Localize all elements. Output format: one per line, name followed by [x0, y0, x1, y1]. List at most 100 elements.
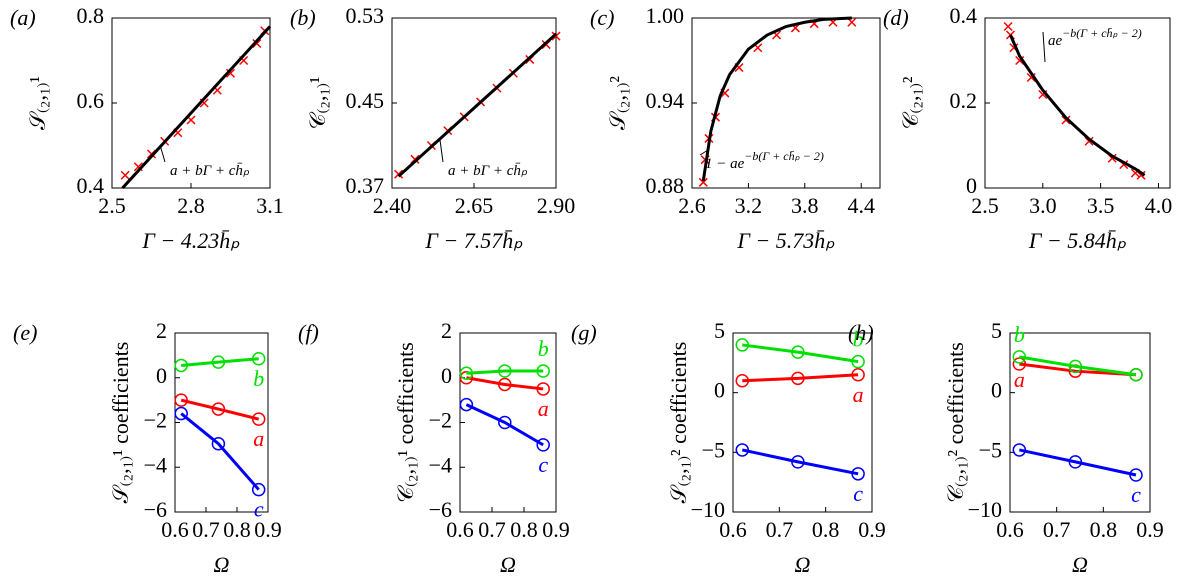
- x-tick-label: 3.5: [1087, 193, 1115, 218]
- x-axis-label: Ω: [795, 552, 811, 577]
- y-tick-label: 0.4: [77, 173, 105, 198]
- data-point: [174, 406, 188, 421]
- y-tick-label: 5: [714, 318, 725, 343]
- x-tick-label: 0.6: [161, 517, 189, 542]
- series-line: [180, 398, 260, 421]
- annotation-text: a + bΓ + ch̄ₚ: [170, 163, 250, 179]
- x-axis-label: Γ − 5.84h̄ₚ: [1028, 228, 1127, 253]
- x-tick-label: 0.8: [812, 517, 840, 542]
- x-tick-label: 0.7: [478, 517, 506, 542]
- x-tick-label: 0.6: [719, 517, 747, 542]
- data-point: [459, 371, 474, 385]
- data-point: [698, 177, 708, 187]
- data-point: [1012, 350, 1027, 364]
- y-axis-label: 𝒮₍₂,₁₎¹: [25, 76, 50, 130]
- annotation-leader: [439, 139, 444, 163]
- y-tick-label: 0.53: [346, 3, 385, 28]
- panel-label: (e): [13, 320, 37, 345]
- data-point: [735, 373, 750, 388]
- x-axis-label: Ω: [1072, 552, 1088, 577]
- annotation: a + bΓ + ch̄ₚ: [170, 163, 250, 179]
- y-axis-label: 𝒮₍₂,₁₎² coefficients: [666, 342, 691, 504]
- y-tick-label: −5: [702, 437, 725, 462]
- x-tick-label: 4.4: [847, 193, 875, 218]
- data-point: [735, 338, 750, 352]
- series-label: a: [538, 396, 549, 421]
- series-line: [181, 357, 259, 367]
- x-tick-label: 2.65: [455, 193, 494, 218]
- x-tick-label: 2.6: [678, 193, 706, 218]
- x-tick-label: 0.9: [254, 517, 282, 542]
- panel-label: (a): [10, 5, 36, 30]
- data-point: [211, 437, 226, 451]
- data-point: [120, 170, 130, 180]
- series-label: c: [1131, 482, 1141, 507]
- data-point: [251, 351, 266, 366]
- y-tick-label: 0: [714, 378, 725, 403]
- data-point: [791, 455, 805, 469]
- series-label: a: [1014, 367, 1025, 392]
- fit-line: [701, 16, 852, 182]
- data-point: [498, 377, 512, 392]
- annotation-leader: [699, 149, 709, 156]
- y-tick-label: 0.37: [346, 173, 385, 198]
- annotation: a + bΓ + ch̄ₚ: [448, 163, 528, 179]
- panel-label: (h): [848, 320, 874, 345]
- series-line: [466, 369, 544, 375]
- y-axis-label: 𝒮₍₂,₁₎¹ coefficients: [108, 342, 133, 504]
- data-point: [851, 467, 865, 481]
- y-tick-label: 0.2: [950, 88, 978, 113]
- x-tick-label: 2.5: [98, 193, 126, 218]
- series-line: [742, 373, 859, 383]
- x-tick-label: 2.90: [537, 193, 576, 218]
- series-line: [466, 376, 544, 391]
- x-tick-label: 0.7: [1043, 517, 1071, 542]
- annotation-superscript: −b(Γ + ch̄ₚ − 2): [1062, 26, 1142, 40]
- data-point: [459, 397, 474, 412]
- data-point: [536, 438, 550, 452]
- y-tick-label: 0.6: [77, 88, 105, 113]
- data-point: [251, 482, 266, 497]
- data-point: [791, 371, 805, 386]
- y-tick-label: −10: [968, 497, 1002, 522]
- x-axis-label: Γ − 4.23h̄ₚ: [141, 228, 240, 253]
- x-tick-label: 0.6: [996, 517, 1024, 542]
- series-line: [1019, 362, 1137, 377]
- y-tick-label: 0.8: [77, 3, 105, 28]
- panel-label: (f): [298, 320, 319, 345]
- series-line: [1019, 448, 1137, 477]
- x-tick-label: 0.9: [858, 517, 886, 542]
- x-axis-label: Ω: [214, 552, 230, 577]
- series-label: b: [253, 366, 264, 391]
- annotation-text: a + bΓ + ch̄ₚ: [448, 163, 528, 179]
- data-point: [211, 355, 226, 369]
- y-tick-label: −4: [429, 452, 452, 477]
- series-line: [1019, 355, 1137, 377]
- data-point: [791, 345, 805, 359]
- series-line: [180, 412, 260, 491]
- y-tick-label: −10: [691, 497, 725, 522]
- x-tick-label: 3.2: [735, 193, 763, 218]
- data-point: [1129, 368, 1143, 382]
- y-tick-label: 0.4: [950, 3, 978, 28]
- y-tick-label: 2: [156, 318, 167, 343]
- x-tick-label: 0.7: [192, 517, 220, 542]
- y-tick-label: 0: [441, 363, 452, 388]
- panel-label: (c): [590, 5, 614, 30]
- y-tick-label: 1.00: [646, 3, 685, 28]
- y-tick-label: 0.94: [646, 88, 685, 113]
- annotation-text: 1 − ae: [705, 156, 745, 172]
- data-point: [211, 402, 226, 416]
- y-axis-label: 𝒞₍₂,₁₎² coefficients: [943, 342, 968, 503]
- series-label: c: [538, 452, 548, 477]
- fit-line: [1009, 34, 1146, 177]
- y-tick-label: −6: [144, 497, 167, 522]
- panel-label: (d): [883, 5, 909, 30]
- x-tick-label: 0.7: [766, 517, 794, 542]
- plot-frame: [732, 332, 873, 513]
- y-tick-label: 0.45: [346, 88, 385, 113]
- x-tick-label: 2.40: [373, 193, 412, 218]
- annotation: 1 − ae−b(Γ + ch̄ₚ − 2): [705, 149, 824, 173]
- data-point: [851, 354, 865, 369]
- x-tick-label: 2.8: [177, 193, 205, 218]
